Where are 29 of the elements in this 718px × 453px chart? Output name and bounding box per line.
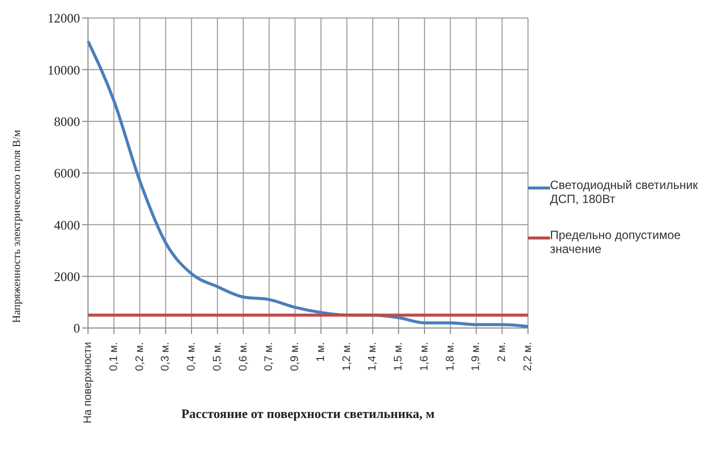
y-axis-title: Напряженность электрического поля В/м: [10, 130, 23, 323]
x-tick-label: 0,2 м.: [134, 342, 146, 371]
x-axis-title: Расстояние от поверхности светильника, м: [181, 406, 435, 421]
x-tick-label: 0,5 м.: [211, 342, 224, 371]
y-tick-label: 2000: [54, 268, 80, 284]
x-tick-label: 0,1 м.: [108, 342, 120, 371]
y-tick-label: 8000: [54, 114, 80, 129]
legend-label: Светодиодный светильник ДСП, 180Вт: [550, 178, 698, 206]
x-tick-label: 1,4 м.: [366, 342, 379, 371]
y-tick-label: 12000: [48, 10, 80, 26]
x-tick-label: 0,4 м.: [186, 342, 198, 371]
x-tick-label: 0,3 м.: [160, 342, 172, 371]
x-tick-label: 1,9 м.: [470, 342, 482, 371]
x-tick-label: 0,7 м.: [263, 342, 276, 371]
x-tick-label: На поверхности: [82, 342, 94, 424]
x-tick-label: 1,8 м.: [444, 342, 456, 371]
x-tick-label: 2,2 м.: [522, 342, 534, 371]
x-tick-label: 1 м.: [314, 342, 327, 362]
y-tick-label: 10000: [48, 62, 80, 78]
x-tick-label: 0,6 м.: [237, 342, 250, 371]
x-tick-label: 1,5 м.: [392, 342, 405, 371]
x-tick-label: 0,9 м.: [289, 342, 302, 371]
x-tick-label: 1,6 м.: [418, 342, 430, 371]
y-tick-label: 6000: [54, 166, 80, 181]
legend-label: Предельно допустимое значение: [550, 228, 682, 256]
x-tick-label: 1,2 м.: [340, 342, 353, 371]
y-tick-label: 4000: [54, 217, 80, 232]
x-tick-label: 2 м.: [496, 342, 508, 362]
y-tick-label: 0: [74, 320, 80, 336]
